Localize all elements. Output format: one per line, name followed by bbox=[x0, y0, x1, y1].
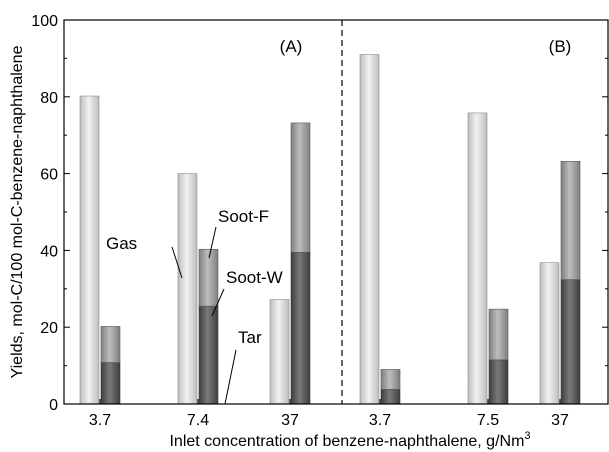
x-tick-label: 37 bbox=[551, 412, 569, 429]
y-tick-label: 0 bbox=[49, 397, 58, 414]
y-tick-label: 20 bbox=[40, 320, 58, 337]
bar-gas bbox=[79, 95, 100, 405]
x-tick-label: 3.7 bbox=[369, 412, 391, 429]
bar-gas bbox=[269, 299, 290, 405]
annotation-soot-f-leader bbox=[208, 226, 217, 259]
bar-soot-f bbox=[488, 308, 509, 361]
x-tick-label: 7.4 bbox=[187, 412, 209, 429]
x-tick-label: 7.5 bbox=[477, 412, 499, 429]
bar-soot-w bbox=[380, 389, 401, 405]
bars-layer bbox=[79, 54, 581, 405]
annotation-tar-leader bbox=[224, 349, 237, 405]
x-axis-title-main: Inlet concentration of benzene-naphthale… bbox=[169, 433, 524, 450]
plot-border bbox=[63, 19, 609, 405]
annotation-soot-w-leader bbox=[211, 288, 225, 317]
panel-label-a: (A) bbox=[280, 37, 303, 56]
annotations: Gas Soot-F Soot-W Tar bbox=[106, 207, 283, 405]
bar-soot-w bbox=[100, 362, 121, 405]
bar-soot-f bbox=[198, 248, 219, 307]
bar-soot-f bbox=[100, 326, 121, 363]
y-tick-label: 60 bbox=[40, 167, 58, 184]
axis-ticks: 0 20 40 60 80 100 3.7 7.4 37 3.7 7.5 37 bbox=[31, 13, 608, 429]
bar-soot-w bbox=[488, 359, 509, 405]
annotation-tar: Tar bbox=[238, 328, 262, 347]
bar-soot-f bbox=[290, 122, 311, 253]
y-tick-label: 80 bbox=[40, 90, 58, 107]
bar-gas bbox=[177, 173, 198, 405]
bar-soot-w bbox=[560, 279, 581, 405]
bar-gas bbox=[359, 54, 380, 405]
annotation-gas-leader bbox=[171, 246, 183, 279]
bar-gas bbox=[467, 112, 488, 405]
x-axis-title-superscript: 3 bbox=[524, 430, 530, 442]
bar-gas bbox=[539, 262, 560, 405]
x-axis-title: Inlet concentration of benzene-naphthale… bbox=[169, 430, 530, 450]
x-tick-label: 37 bbox=[281, 412, 299, 429]
y-axis-title: Yields, mol-C/100 mol-C-benzene-naphthal… bbox=[9, 45, 26, 378]
annotation-soot-f: Soot-F bbox=[218, 207, 269, 226]
bar-soot-w bbox=[198, 305, 219, 405]
bar-soot-w bbox=[290, 252, 311, 405]
annotation-soot-w: Soot-W bbox=[226, 268, 283, 287]
y-tick-label: 100 bbox=[31, 13, 58, 30]
plot-frame bbox=[63, 19, 609, 405]
panel-label-b: (B) bbox=[549, 37, 572, 56]
annotation-gas: Gas bbox=[106, 234, 137, 253]
x-tick-label: 3.7 bbox=[89, 412, 111, 429]
bar-soot-f bbox=[560, 161, 581, 280]
bar-soot-f bbox=[380, 369, 401, 390]
y-tick-label: 40 bbox=[40, 243, 58, 260]
